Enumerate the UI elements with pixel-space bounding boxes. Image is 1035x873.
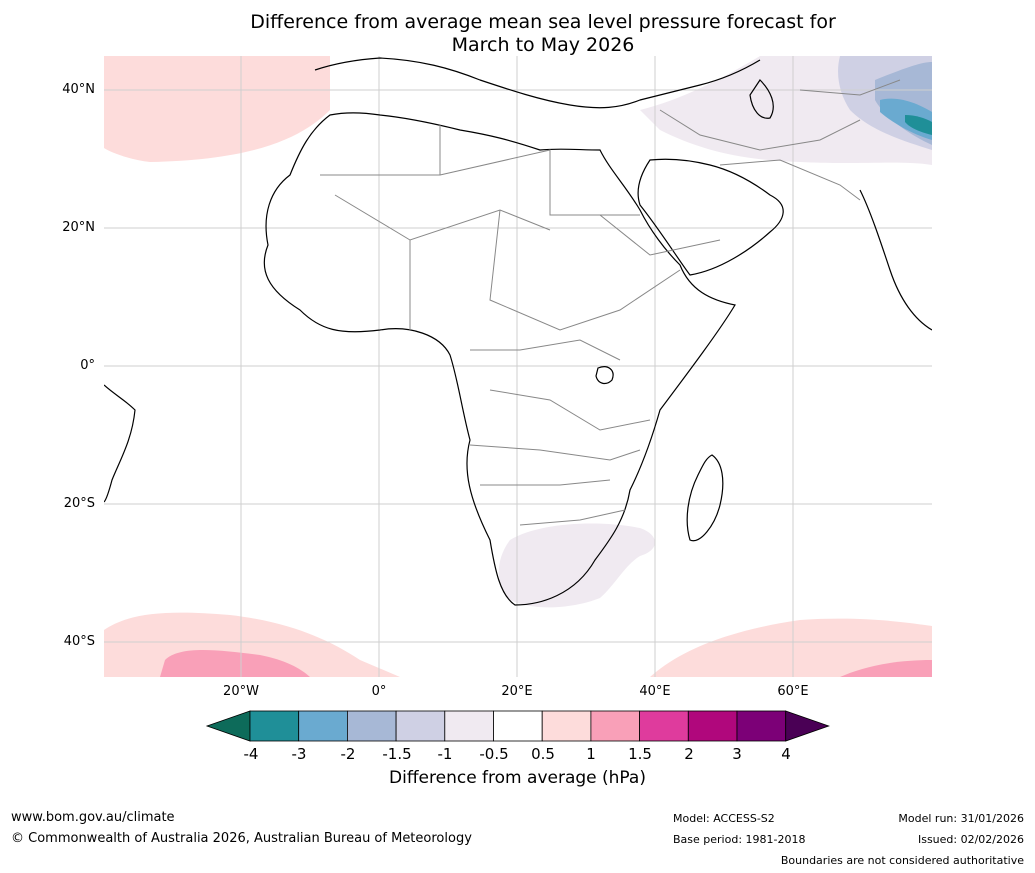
lon-label-60e: 60°E bbox=[777, 684, 809, 699]
footer-model-run: Model run: 31/01/2026 bbox=[898, 812, 1024, 825]
positive-anomaly-southern-ocean-east bbox=[650, 618, 932, 677]
negative-anomaly-asia-max bbox=[905, 115, 932, 135]
madagascar-coastline bbox=[686, 454, 724, 542]
colorbar-tick: -0.5 bbox=[479, 745, 509, 763]
positive-anomaly-southern-ocean-west-core bbox=[160, 650, 310, 677]
lon-label-0: 0° bbox=[371, 684, 387, 699]
footer-disclaimer: Boundaries are not considered authoritat… bbox=[780, 854, 1024, 867]
europe-coastline bbox=[314, 57, 761, 109]
colorbar-tick: -1 bbox=[437, 745, 453, 763]
map-title-line2: March to May 2026 bbox=[451, 34, 635, 56]
africa-coastline bbox=[263, 112, 736, 606]
negative-anomaly-southern-africa bbox=[498, 523, 655, 608]
map-gridlines bbox=[104, 56, 932, 677]
footer-copyright: © Commonwealth of Australia 2026, Austra… bbox=[11, 831, 472, 846]
india-coastline bbox=[859, 189, 932, 331]
colorbar-tick: -2 bbox=[340, 745, 356, 763]
lon-label-20e: 20°E bbox=[501, 684, 533, 699]
colorbar-tick: 2 bbox=[684, 745, 694, 763]
country-borders bbox=[320, 79, 901, 526]
colorbar-tick: 1.5 bbox=[628, 745, 652, 763]
colorbar-tick: 3 bbox=[732, 745, 742, 763]
coastlines bbox=[104, 57, 932, 606]
colorbar-tick: -4 bbox=[243, 745, 259, 763]
lat-label-40n: 40°N bbox=[62, 82, 95, 97]
arabian-peninsula-coastline bbox=[637, 158, 784, 276]
colorbar-tick: -1.5 bbox=[382, 745, 412, 763]
caspian-coastline bbox=[749, 79, 774, 119]
lat-label-20s: 20°S bbox=[63, 496, 95, 511]
positive-anomaly-southern-ocean-east-core bbox=[840, 660, 932, 677]
map-title-line1: Difference from average mean sea level p… bbox=[250, 11, 836, 33]
lat-label-20n: 20°N bbox=[62, 220, 95, 235]
footer-issued: Issued: 02/02/2026 bbox=[917, 833, 1024, 846]
colorbar-tick: 0.5 bbox=[531, 745, 555, 763]
footer-base-period: Base period: 1981-2018 bbox=[673, 833, 806, 846]
footer-website: www.bom.gov.au/climate bbox=[11, 810, 175, 825]
colorbar-tick: 1 bbox=[586, 745, 596, 763]
colorbar-tick: 4 bbox=[781, 745, 791, 763]
lake-victoria bbox=[595, 366, 614, 385]
positive-anomaly-north-atlantic bbox=[104, 56, 330, 162]
lat-label-0: 0° bbox=[80, 358, 95, 373]
footer-model: Model: ACCESS-S2 bbox=[673, 812, 775, 825]
south-america-coastline bbox=[104, 384, 136, 503]
lat-label-40s: 40°S bbox=[63, 634, 95, 649]
colorbar-tick: -3 bbox=[291, 745, 307, 763]
lon-label-40e: 40°E bbox=[639, 684, 671, 699]
colorbar-label: Difference from average (hPa) bbox=[389, 768, 646, 788]
lon-label-20w: 20°W bbox=[223, 684, 259, 699]
